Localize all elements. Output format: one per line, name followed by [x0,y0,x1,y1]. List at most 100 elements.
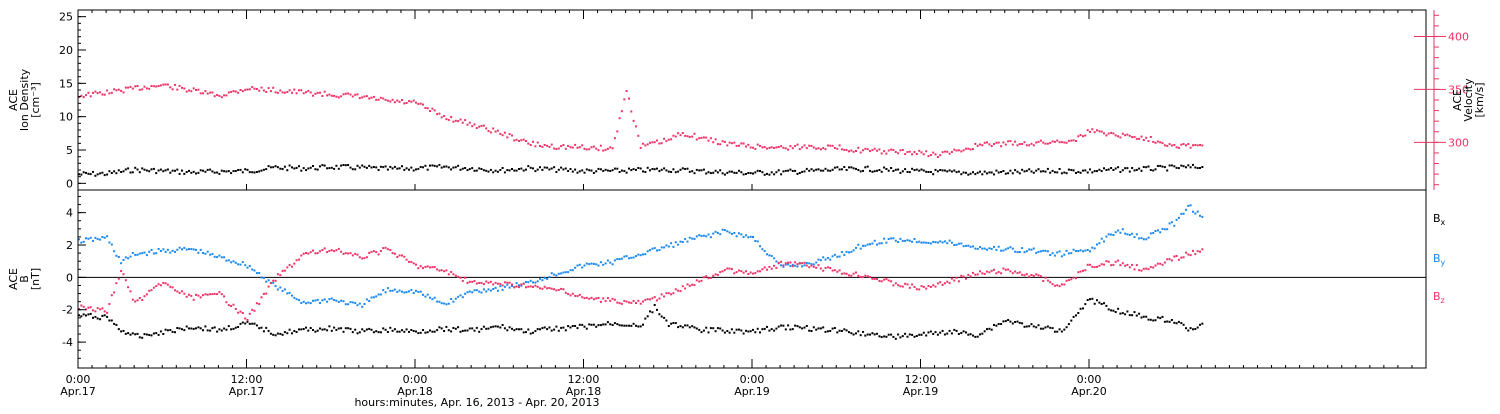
bz-point [511,283,513,286]
bz-point [541,287,544,290]
bz-point [873,277,876,280]
velocity-point [1014,140,1017,143]
bx-point [562,326,565,329]
density-point [1042,170,1045,173]
bz-point [162,281,165,284]
by-point [450,298,453,300]
bx-point [321,328,324,331]
velocity-point [857,146,860,149]
velocity-point [843,148,846,151]
by-point [590,262,593,265]
bx-point [890,333,893,336]
density-point [857,169,860,171]
bz-point [94,310,97,313]
density-point [356,164,359,167]
density-point [204,170,207,173]
velocity-point [438,112,441,115]
density-point [230,172,233,175]
bz-point [887,279,890,282]
velocity-point [159,84,162,87]
by-point [288,291,291,294]
velocity-point [754,147,757,150]
bz-point [503,281,506,284]
velocity-point [372,95,375,98]
velocity-point [911,153,914,156]
bz-point [494,281,497,284]
by-point [625,255,628,258]
bz-point [1063,283,1066,286]
density-point [181,169,183,172]
bz-point [122,273,125,276]
velocity-point [386,99,389,102]
bx-point [489,326,492,329]
bz-point [667,292,670,295]
density-point [1086,171,1089,174]
bx-point [396,330,399,333]
velocity-point [555,148,558,150]
bx-point [138,336,141,339]
density-point [871,170,874,173]
density-point [1007,172,1010,175]
bx-point [1028,325,1031,328]
density-point [106,173,109,176]
density-point [1175,166,1178,169]
bz-point [1032,274,1035,277]
bz-point [539,287,541,290]
bz-point [925,287,928,290]
by-point [319,301,321,304]
density-point [728,170,731,173]
bx-point [480,328,483,331]
density-point [415,168,417,171]
by-point [473,289,476,292]
velocity-point [244,88,247,91]
density-point [1046,167,1049,170]
by-point [885,241,888,244]
by-point [452,300,455,303]
velocity-point [426,107,429,110]
by-point [302,300,305,303]
bx-point [845,329,848,332]
velocity-point [370,96,373,99]
velocity-point [768,146,771,149]
density-point [117,169,120,172]
bx-point [499,326,502,329]
bz-point [391,252,394,255]
bx-point [1107,308,1110,311]
density-point [255,171,258,173]
bx-point [358,331,361,334]
velocity-point [1135,137,1138,140]
bz-point [152,286,155,289]
by-point [644,253,647,256]
bx-point [1060,330,1063,333]
velocity-point [852,150,855,153]
bz-point [1124,264,1127,267]
density-tick-label: 0 [66,177,73,190]
bz-point [412,262,415,265]
bx-point [773,329,776,332]
bz-point [822,269,825,272]
velocity-point [489,131,492,134]
by-point [1131,232,1134,235]
bx-point [80,315,83,318]
by-point [929,242,932,245]
velocity-point [307,89,310,92]
velocity-point [349,93,352,96]
bx-point [255,324,258,327]
density-point [408,168,410,171]
velocity-point [337,96,340,99]
density-point [1096,170,1098,173]
velocity-point [632,119,635,122]
bx-point [660,315,663,318]
x-tick-time-label: 12:00 [231,373,263,386]
bx-point [443,330,446,332]
bx-point [246,320,249,323]
bx-point [157,333,160,336]
by-point [166,248,169,251]
velocity-point [351,95,354,98]
velocity-point [644,144,647,147]
velocity-point [258,89,261,92]
density-point [508,169,511,172]
bx-point [534,330,537,333]
bx-point [485,327,488,330]
bx-point [1051,327,1054,330]
